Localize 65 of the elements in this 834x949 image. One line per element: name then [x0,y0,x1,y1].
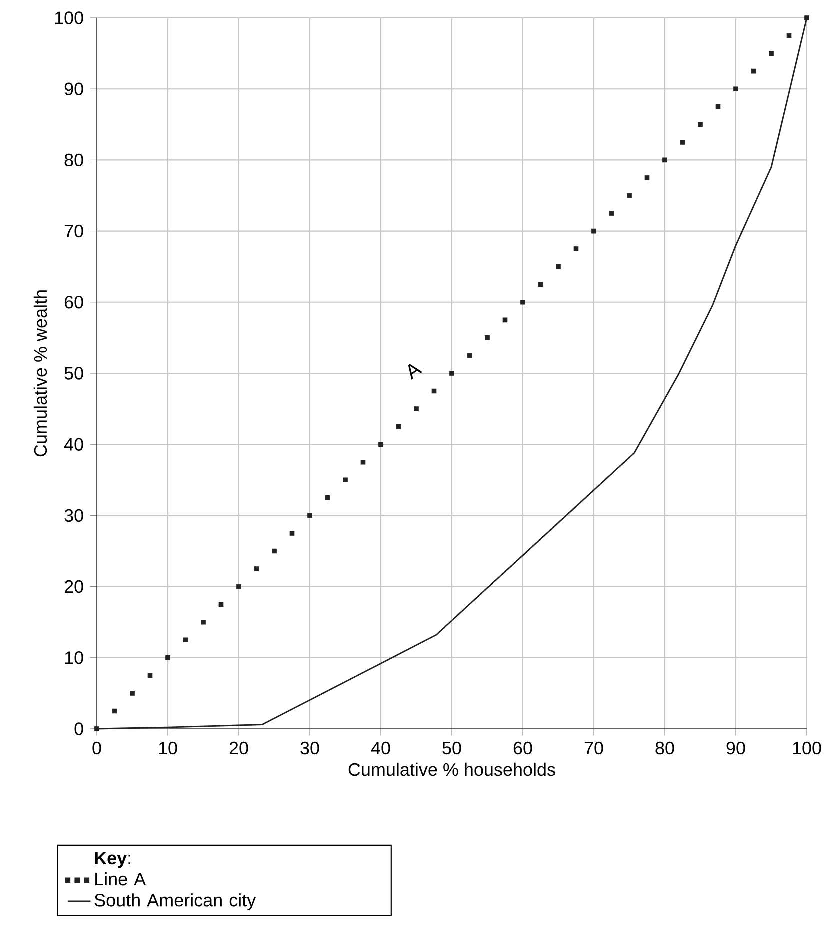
point [804,16,810,20]
point [290,531,295,536]
point [378,442,384,447]
point [236,584,242,590]
point [556,264,561,270]
point [734,86,738,92]
point [272,548,277,554]
x-tick-label: 30 [300,742,320,755]
point [592,228,596,234]
x-tick-label: 80 [656,742,674,755]
point [325,496,330,500]
y-tick-label: 10 [65,652,84,664]
point [148,673,153,678]
y-tick-label: 30 [64,509,84,522]
point [130,691,135,696]
point [698,122,703,128]
x-tick-label: 20 [230,742,248,755]
y-tick-label: 0 [74,722,84,736]
point [450,371,454,376]
point [396,424,402,430]
x-tick-label: 60 [514,742,532,755]
y-tick-label: 100 [55,12,84,24]
y-tick-label: 50 [64,367,84,380]
annotation: A [408,364,423,380]
point [609,211,614,216]
point [485,336,490,340]
point [254,566,260,572]
x-tick-label: 10 [159,742,178,755]
point [662,158,668,163]
x-tick-label: 40 [371,742,390,755]
y-tick-label: 90 [64,82,84,96]
point [308,513,312,518]
point [716,104,721,110]
point [360,460,366,465]
point [520,300,526,305]
point [201,620,206,625]
point [343,478,348,483]
point [751,68,756,74]
point [644,176,650,180]
x-tick-label: 100 [793,742,822,755]
y-tick-label: 60 [64,296,84,309]
point [94,726,100,732]
x-tick-label: 70 [584,742,604,755]
point [166,655,170,660]
y-tick-label: 70 [64,224,84,238]
x-tick-label: 50 [442,742,462,755]
legend-label: Line A [96,872,146,886]
point [218,602,224,607]
y-tick-label: 80 [64,154,84,167]
y-tick-label: 20 [64,580,84,594]
x-tick-label: 0 [92,742,102,755]
point [769,51,774,56]
point [574,246,579,252]
legend-title: Key: [95,852,130,868]
point [502,318,508,323]
point [627,193,632,198]
x-tick-label: 90 [726,742,746,755]
y-tick-label: 40 [64,438,84,451]
point [414,406,419,412]
legend-label: South American city [94,894,256,910]
point [183,638,188,643]
x-axis-title: Cumulative % households [348,762,556,776]
point [538,282,544,288]
y-axis-title: Cumulative % wealth [34,290,48,457]
point [680,140,686,145]
